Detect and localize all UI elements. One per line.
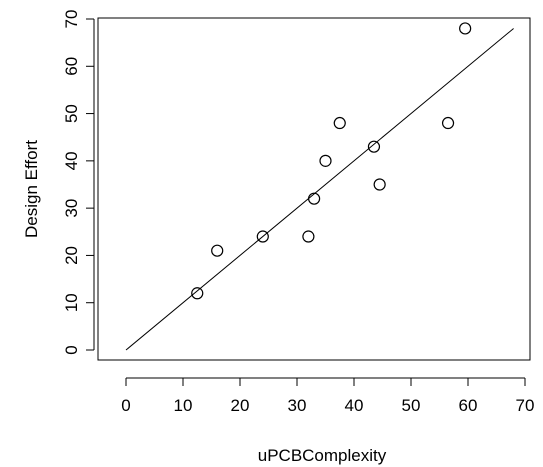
fit-line-layer <box>125 28 514 351</box>
data-point <box>211 244 224 257</box>
data-point <box>256 230 269 243</box>
plot-frame <box>97 17 531 361</box>
x-tick-label: 30 <box>288 396 307 415</box>
x-tick-label: 50 <box>402 396 421 415</box>
x-tick-label: 40 <box>345 396 364 415</box>
x-axis-title: uPCBComplexity <box>258 446 387 465</box>
y-tick-label: 30 <box>62 199 81 218</box>
y-tick-label: 10 <box>62 293 81 312</box>
data-points <box>191 22 472 300</box>
y-tick-label: 50 <box>62 104 81 123</box>
y-axis: 0 10 20 30 40 50 60 70 <box>62 10 95 355</box>
data-point <box>373 178 386 191</box>
x-tick-label: 10 <box>174 396 193 415</box>
y-tick-label: 40 <box>62 151 81 170</box>
y-tick-label: 20 <box>62 246 81 265</box>
data-point <box>333 116 346 130</box>
x-tick-label: 60 <box>459 396 478 415</box>
y-tick-label: 60 <box>62 57 81 76</box>
fit-line <box>125 28 514 351</box>
y-tick-label: 0 <box>62 345 81 354</box>
data-point <box>459 22 472 35</box>
data-point <box>319 154 332 167</box>
y-tick-label: 70 <box>62 10 81 29</box>
x-tick-label: 0 <box>121 396 130 415</box>
data-point <box>191 287 204 300</box>
data-point <box>367 140 381 153</box>
data-point <box>441 116 455 130</box>
x-tick-label: 20 <box>231 396 250 415</box>
y-axis-title: Design Effort <box>22 140 41 238</box>
data-point <box>302 230 315 243</box>
data-point <box>308 192 321 205</box>
x-axis: 0 10 20 30 40 50 60 70 <box>121 377 535 415</box>
x-tick-label: 70 <box>516 396 535 415</box>
